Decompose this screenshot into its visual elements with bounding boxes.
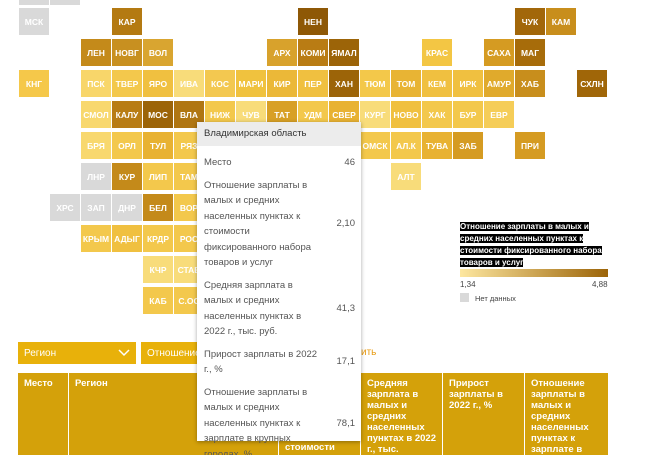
region-tile: КРДР: [143, 225, 173, 252]
region-tile: ПСК: [81, 70, 111, 97]
region-tile: КЧР: [143, 256, 173, 283]
legend-min: 1,34: [460, 280, 476, 289]
region-tile: АДЫГ: [112, 225, 142, 252]
region-tile: КОС: [205, 70, 235, 97]
region-dropdown[interactable]: Регион: [18, 342, 136, 364]
region-tile: МАГ: [515, 39, 545, 66]
reset-link[interactable]: ить: [361, 347, 377, 358]
dropdown-label: Регион: [24, 347, 57, 359]
region-tile: ИРК: [453, 70, 483, 97]
region-tile: КОМИ: [298, 39, 328, 66]
region-tile: АЛ.К: [391, 132, 421, 159]
region-tile: КАР: [112, 8, 142, 35]
tooltip-row: Прирост зарплаты в 2022 г., % 17,1: [197, 347, 361, 378]
region-tile: СМОЛ: [81, 101, 111, 128]
tooltip-label: Отношение зарплаты в малых и средних нас…: [204, 386, 308, 455]
tooltip-value: 41,3: [336, 302, 356, 314]
region-tile: КНГ: [19, 70, 49, 97]
region-tile: ЗАБ: [453, 132, 483, 159]
header-cell: Средняя зарплата в малых и средних насел…: [361, 373, 442, 455]
legend-max: 4,88: [592, 280, 608, 289]
region-tile: ЯМАЛ: [329, 39, 359, 66]
tooltip: Владимирская область Место 46 Отношение за…: [197, 122, 361, 455]
region-tile: ОРЛ: [112, 132, 142, 159]
region-tile: ЛЕН: [81, 39, 111, 66]
region-tile: КРАС: [422, 39, 452, 66]
tooltip-row: Место 46: [197, 155, 361, 171]
region-tile: ЧУК: [515, 8, 545, 35]
region-tile: ТВЕР: [112, 70, 142, 97]
region-tile: ПЕР: [298, 70, 328, 97]
region-tile: САХА: [484, 39, 514, 66]
region-tile: НЕН: [298, 8, 328, 35]
legend-title: Отношение зарплаты в малых и средних нас…: [460, 221, 610, 269]
region-tile: ПРИ: [515, 132, 545, 159]
region-tile: КУР: [112, 163, 142, 190]
chevron: [118, 349, 130, 357]
header-cell: Прирост зарплаты в 2022 г., %: [443, 373, 524, 455]
region-tile: ЗАП: [81, 194, 111, 221]
region-tile: БРЯ: [81, 132, 111, 159]
region-tile: ВОЛ: [143, 39, 173, 66]
region-tile: КЕМ: [422, 70, 452, 97]
region-tile: ХАН: [329, 70, 359, 97]
region-tile: КУРГ: [360, 101, 390, 128]
tile-cut: [50, 0, 80, 5]
region-tile: СХЛН: [577, 70, 607, 97]
region-tile: ТУЛ: [143, 132, 173, 159]
region-tile: ТУВА: [422, 132, 452, 159]
tooltip-label: Место: [204, 157, 232, 168]
region-tile: КАБ: [143, 287, 173, 314]
region-tile: ХАК: [422, 101, 452, 128]
region-tile: ХАБ: [515, 70, 545, 97]
region-tile: МСК: [19, 8, 49, 35]
region-tile: ТОМ: [391, 70, 421, 97]
tile-cut: [19, 0, 49, 5]
region-tile: АМУР: [484, 70, 514, 97]
region-tile: БЕЛ: [143, 194, 173, 221]
tooltip-row: Средняя зарплата в малых и средних насел…: [197, 278, 361, 340]
region-tile: ОМСК: [360, 132, 390, 159]
tooltip-row: Отношение зарплаты в малых и средних нас…: [197, 178, 361, 271]
region-tile: ЕВР: [484, 101, 514, 128]
region-tile: КАЛУ: [112, 101, 142, 128]
header-cell: Место: [18, 373, 68, 455]
region-tile: КИР: [267, 70, 297, 97]
region-tile: ИВА: [174, 70, 204, 97]
tooltip-value: 17,1: [336, 356, 356, 368]
region-tile: КАМ: [546, 8, 576, 35]
tooltip-label: Средняя зарплата в малых и средних насел…: [204, 279, 302, 338]
region-tile: МАРИ: [236, 70, 266, 97]
header-cell: Отношение зарплаты в малых и средних нас…: [525, 373, 608, 455]
dropdown-label: Отношение: [147, 347, 201, 359]
region-tile: БУР: [453, 101, 483, 128]
tooltip-label: Прирост зарплаты в 2022 г., %: [204, 348, 318, 376]
tooltip-value: 2,10: [336, 218, 356, 230]
tooltip-label: Отношение зарплаты в малых и средних нас…: [204, 179, 312, 269]
region-tile: ХРС: [50, 194, 80, 221]
tooltip-row: Отношение зарплаты в малых и средних нас…: [197, 385, 361, 455]
region-tile: НОВО: [391, 101, 421, 128]
region-tile: ЯРО: [143, 70, 173, 97]
region-tile: АЛТ: [391, 163, 421, 190]
no-data-swatch: [460, 293, 469, 302]
legend-gradient: [460, 269, 608, 277]
tooltip-title: Владимирская область: [197, 122, 361, 146]
region-tile: КРЫМ: [81, 225, 111, 252]
tooltip-value: 46: [344, 157, 355, 168]
region-tile: ЛНР: [81, 163, 111, 190]
region-tile: НОВГ: [112, 39, 142, 66]
region-tile: ЛИП: [143, 163, 173, 190]
legend-title-text: Отношение зарплаты в малых и средних нас…: [460, 222, 602, 267]
region-tile: МОС: [143, 101, 173, 128]
tooltip-value: 78,1: [336, 417, 356, 429]
region-tile: АРХ: [267, 39, 297, 66]
region-tile: ДНР: [112, 194, 142, 221]
no-data-label: Нет данных: [475, 294, 516, 303]
tooltip-rows: Место 46 Отношение зарплаты в малых и сред…: [197, 155, 361, 455]
region-tile: ТЮМ: [360, 70, 390, 97]
